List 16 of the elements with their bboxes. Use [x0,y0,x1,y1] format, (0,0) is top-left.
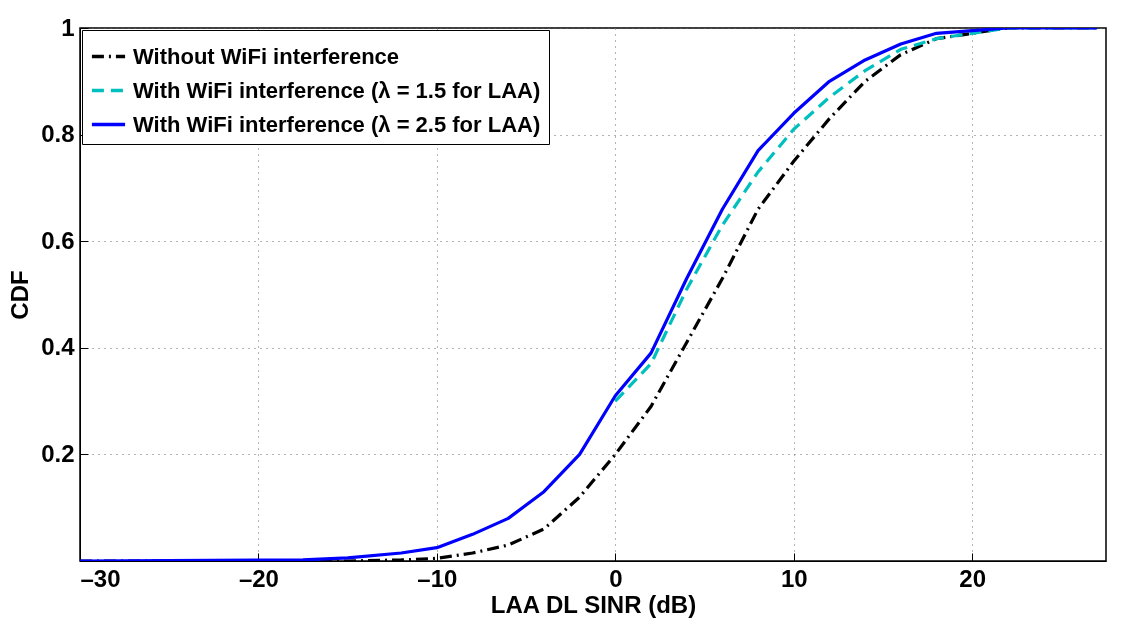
x-tick-label: 20 [959,564,987,592]
y-axis-title: CDF [6,270,34,320]
x-tick-label: –20 [238,564,279,592]
legend-label: With WiFi interference (λ = 1.5 for LAA) [133,77,541,103]
y-tick-label: 1 [61,13,75,41]
x-tick-label: 10 [780,564,808,592]
y-tick-label: 0.8 [41,120,75,148]
x-axis-title: LAA DL SINR (dB) [490,590,697,618]
x-tick-label: –10 [417,564,458,592]
x-tick-label: 0 [609,564,623,592]
x-tick-label: –30 [80,564,121,592]
legend-label: With WiFi interference (λ = 2.5 for LAA) [133,111,541,137]
legend-label: Without WiFi interference [133,43,400,69]
y-tick-label: 0.6 [41,226,75,254]
y-tick-label: 0.4 [41,333,76,361]
y-tick-label: 0.2 [41,439,75,467]
